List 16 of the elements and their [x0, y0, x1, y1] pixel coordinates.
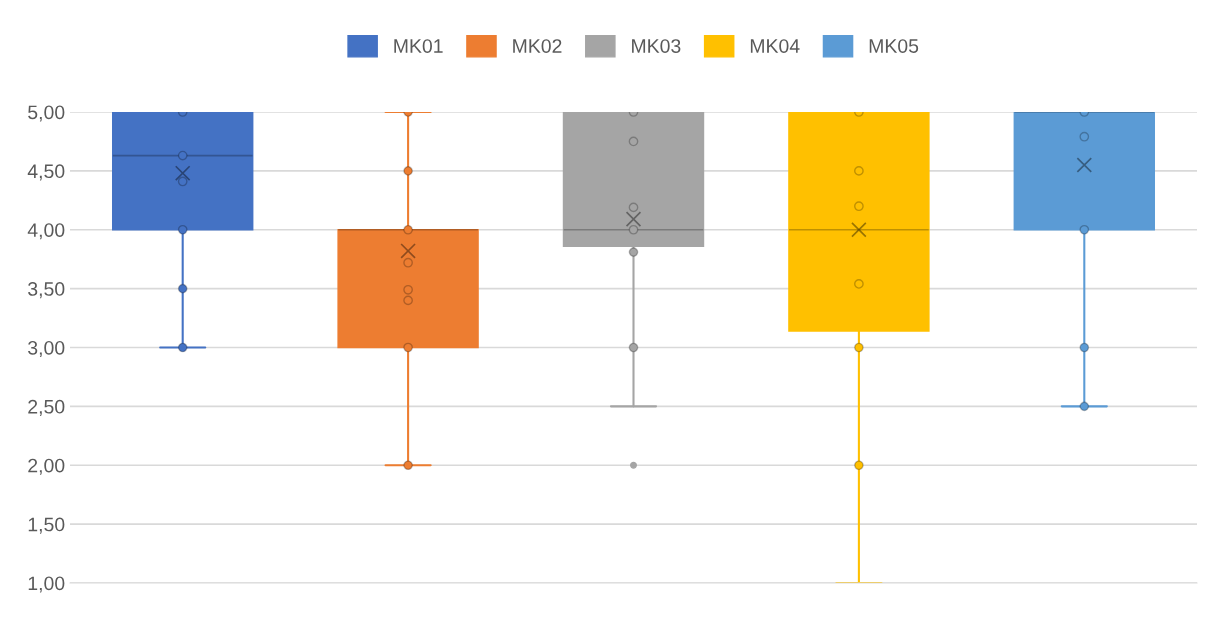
legend-label: MK01: [394, 39, 443, 53]
y-tick-label: 3,00: [28, 340, 65, 358]
y-tick-label: 2,00: [28, 458, 65, 475]
y-tick-label: 1,00: [28, 576, 65, 593]
legend-label: MK05: [869, 39, 919, 53]
point: [403, 460, 413, 471]
y-tick-label: 1,50: [28, 517, 65, 534]
y-tick-label: 4,50: [27, 164, 65, 181]
legend-label: MK04: [750, 39, 800, 53]
y-tick-label: 2,50: [28, 399, 65, 416]
legend-label: MK02: [513, 39, 562, 53]
point: [403, 342, 413, 353]
y-tick-label: 5,00: [28, 105, 65, 122]
legend-label: MK03: [632, 39, 681, 53]
y-tick-label: 4,00: [27, 223, 65, 240]
y-tick-label: 3,50: [28, 282, 65, 299]
